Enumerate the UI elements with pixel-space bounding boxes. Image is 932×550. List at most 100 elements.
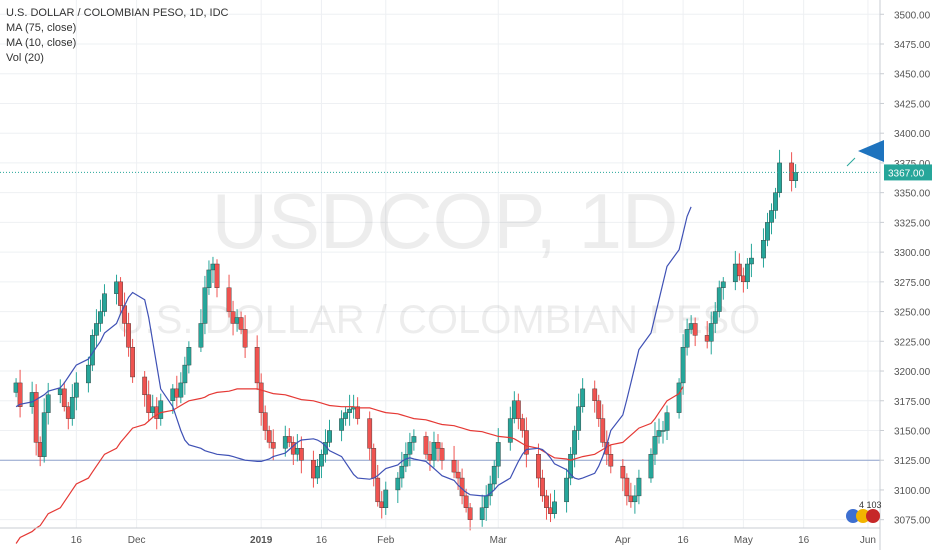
candle-body [652, 436, 658, 455]
candle-body [355, 406, 361, 419]
candle [242, 315, 248, 358]
candle-body [311, 460, 316, 479]
candle [435, 434, 441, 462]
candle [327, 419, 332, 448]
candle-body [427, 454, 433, 461]
candle-body [182, 364, 188, 384]
candle [761, 228, 766, 268]
candle-body [491, 465, 497, 485]
candle-body [431, 442, 437, 461]
candle [182, 356, 188, 395]
candle-body [198, 323, 204, 348]
candle [45, 382, 51, 425]
candle [202, 275, 208, 335]
price-tick-label: 3075.00 [894, 516, 931, 527]
price-tick-label: 3350.00 [894, 189, 931, 200]
candle-body [286, 436, 292, 443]
candle [572, 425, 578, 468]
candle-body [17, 382, 23, 407]
candle-body [736, 263, 742, 277]
candle [395, 472, 401, 504]
candle-body [41, 412, 47, 457]
candle-body [576, 406, 582, 431]
candle-body [544, 495, 549, 508]
candle-body [656, 430, 662, 437]
candle [367, 411, 373, 461]
last-price-label: 3367.00 [888, 168, 925, 179]
candle [716, 280, 722, 318]
candle [383, 481, 389, 515]
candle-body [174, 388, 180, 398]
candle-body [234, 317, 240, 324]
candle [769, 203, 774, 235]
candle [254, 335, 260, 391]
candle [660, 420, 666, 444]
candle-body [624, 477, 630, 497]
candle-body [692, 323, 698, 336]
price-tick-label: 3375.00 [894, 159, 931, 170]
candle-body [158, 400, 164, 419]
candle-body [495, 442, 501, 467]
candle-body [73, 382, 79, 398]
price-tick-label: 3475.00 [894, 40, 931, 51]
candle-body [435, 442, 441, 449]
candle [592, 380, 598, 413]
candle [487, 475, 493, 506]
candle-body [515, 400, 521, 419]
candle-body [749, 257, 754, 265]
candle [507, 406, 513, 451]
candle-body [258, 382, 264, 413]
candle [270, 429, 276, 461]
candle [720, 277, 726, 300]
candle-body [150, 406, 156, 413]
candle [576, 393, 582, 440]
candle [399, 451, 405, 488]
candle [568, 447, 573, 486]
candle-body [371, 448, 377, 479]
time-tick-label: Dec [128, 535, 146, 546]
price-tick-label: 3225.00 [894, 337, 931, 348]
candle-body [282, 436, 288, 449]
last-price-badge [884, 164, 932, 181]
candle [431, 431, 437, 468]
candle-body [315, 465, 320, 479]
candle [102, 284, 107, 317]
candle-body [439, 448, 445, 461]
candle-body [178, 382, 184, 398]
candle [680, 334, 686, 395]
price-tick-label: 3100.00 [894, 486, 931, 497]
candle-body [536, 454, 541, 479]
candle [552, 489, 557, 519]
candle-body [740, 275, 746, 283]
candle-body [769, 210, 774, 223]
candle [375, 464, 381, 507]
legend-ma75: MA (75, close) [6, 22, 77, 34]
candle-body [451, 460, 457, 473]
candle-body [716, 287, 722, 312]
candle [632, 485, 638, 514]
candle-body [628, 495, 634, 503]
time-tick-label: Apr [615, 535, 631, 546]
candle [355, 397, 361, 425]
candle-body [170, 388, 176, 401]
candle-body [57, 388, 63, 396]
watermark-symbol: USDCOP, 1D [212, 177, 679, 265]
legend-title: U.S. DOLLAR / COLOMBIAN PESO, 1D, IDC [6, 7, 229, 19]
candle [126, 312, 131, 357]
candle [652, 422, 658, 465]
candle-body [467, 507, 473, 520]
candle-body [118, 281, 123, 306]
candle-body [298, 448, 304, 461]
candle-body [773, 192, 778, 211]
flag-co-icon [856, 509, 870, 523]
candle-body [704, 335, 710, 342]
candle-body [114, 281, 119, 294]
candle-body [720, 281, 726, 288]
price-tick-label: 3150.00 [894, 426, 931, 437]
candle-body [608, 454, 614, 467]
time-tick-label: Jun [860, 535, 876, 546]
candle [214, 259, 220, 298]
candle-body [102, 293, 107, 312]
